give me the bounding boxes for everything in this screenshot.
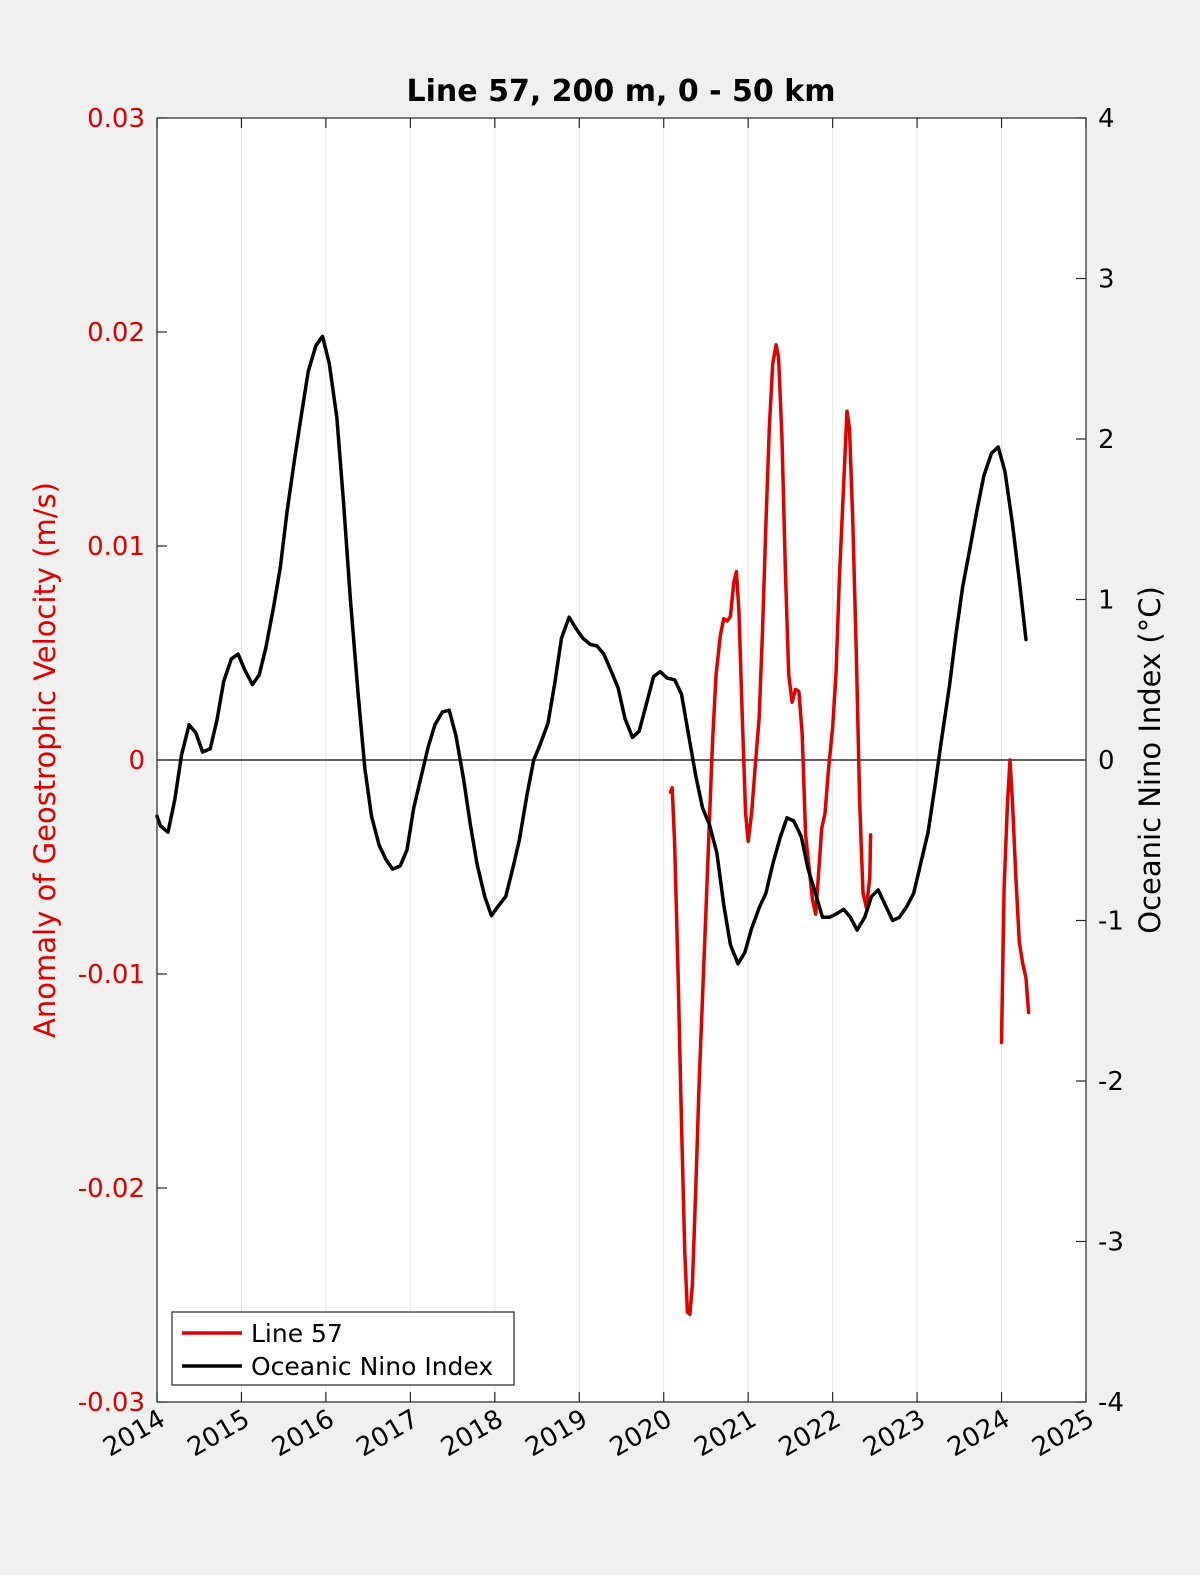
- x-tick-label: 2021: [689, 1404, 761, 1463]
- left-tick-label: -0.01: [78, 960, 145, 990]
- left-tick-label: 0.02: [87, 318, 145, 348]
- x-tick-label: 2019: [520, 1404, 592, 1463]
- right-tick-label: 2: [1098, 425, 1115, 455]
- x-tick-label: 2015: [183, 1404, 255, 1463]
- right-tick-label: -1: [1098, 907, 1124, 937]
- series-layer: [155, 334, 1031, 1317]
- legend: Line 57 Oceanic Nino Index: [171, 1311, 515, 1386]
- left-tick-label: -0.03: [78, 1388, 145, 1418]
- x-tick-label: 2023: [858, 1404, 930, 1463]
- legend-box: [171, 1311, 515, 1386]
- right-tick-label: -2: [1098, 1067, 1124, 1097]
- x-tick-label: 2025: [1027, 1404, 1099, 1463]
- legend-label-oni: Oceanic Nino Index: [251, 1352, 493, 1381]
- right-tick-label: 3: [1098, 265, 1115, 295]
- legend-label-line-57: Line 57: [251, 1319, 343, 1348]
- x-tick-label: 2017: [352, 1404, 424, 1463]
- x-tick-label: 2022: [774, 1404, 846, 1463]
- x-tick-label: 2020: [605, 1404, 677, 1463]
- x-tick-label: 2016: [267, 1404, 339, 1463]
- left-tick-label: -0.02: [78, 1174, 145, 1204]
- left-axis-label: Anomaly of Geostrophic Velocity (m/s): [28, 482, 62, 1038]
- left-tick-label: 0: [128, 746, 145, 776]
- right-tick-label: -3: [1098, 1228, 1124, 1258]
- right-tick-label: 1: [1098, 586, 1115, 616]
- right-axis-label: Oceanic Nino Index (°C): [1133, 586, 1167, 934]
- right-axis-ticks: 4 3 2 1 0 -1 -2 -3 -4: [1076, 104, 1124, 1418]
- left-tick-label: 0.03: [87, 104, 145, 134]
- chart-title: Line 57, 200 m, 0 - 50 km: [407, 74, 836, 109]
- left-axis-ticks: 0.03 0.02 0.01 0 -0.01 -0.02 -0.03: [78, 104, 167, 1418]
- left-tick-label: 0.01: [87, 532, 145, 562]
- x-tick-label: 2024: [943, 1404, 1015, 1463]
- series-oceanic-nino-index: [155, 334, 1028, 966]
- x-tick-label: 2018: [436, 1404, 508, 1463]
- series-line-57: [668, 343, 873, 1317]
- right-tick-label: 0: [1098, 746, 1115, 776]
- series-line-57: [999, 758, 1031, 1045]
- right-tick-label: -4: [1098, 1388, 1124, 1418]
- right-tick-label: 4: [1098, 104, 1115, 134]
